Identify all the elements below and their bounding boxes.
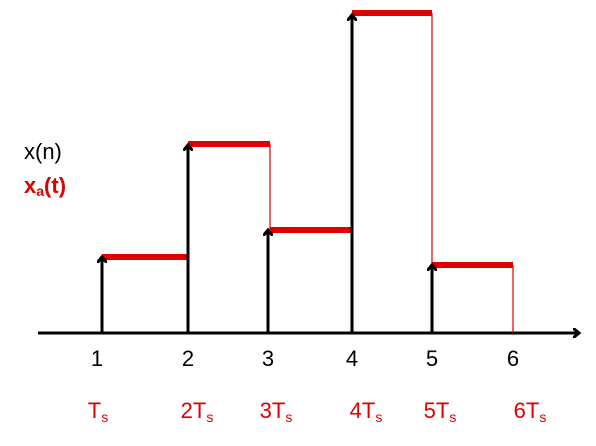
held-label: xa(t): [24, 173, 66, 199]
time-label-text: 2T: [181, 398, 207, 423]
time-label-text: 5T: [424, 398, 450, 423]
tick-labels: 1 2 3 4 5 6Ts 2Ts 3Ts 4Ts 5Ts 6Ts: [88, 346, 547, 425]
time-label-sub: s: [285, 409, 292, 425]
held-signal: [102, 10, 514, 333]
held-rest: (t): [44, 173, 66, 198]
sample-number: 1: [91, 346, 103, 371]
time-label-sub: s: [375, 409, 382, 425]
time-label-text: 6T: [514, 398, 540, 423]
time-label: 3Ts: [260, 398, 293, 425]
time-label: 2Ts: [181, 398, 214, 425]
time-label-sub: s: [539, 409, 546, 425]
time-label: 4Ts: [350, 398, 383, 425]
held-sub: a: [36, 183, 44, 199]
samples: [102, 16, 432, 333]
time-label: 6Ts: [514, 398, 547, 425]
time-label-sub: s: [449, 409, 456, 425]
time-label: Ts: [88, 398, 108, 425]
time-label-sub: s: [101, 409, 108, 425]
time-label-text: T: [88, 398, 101, 423]
time-label-sub: s: [206, 409, 213, 425]
sample-number: 4: [346, 346, 358, 371]
time-label-text: 4T: [350, 398, 376, 423]
sample-number: 6: [507, 346, 519, 371]
held-base: x: [24, 173, 37, 198]
sample-number: 2: [182, 346, 194, 371]
sample-number: 3: [262, 346, 274, 371]
sample-number: 5: [426, 346, 438, 371]
time-label: 5Ts: [424, 398, 457, 425]
signal-label: x(n): [24, 139, 62, 164]
time-label-text: 3T: [260, 398, 286, 423]
